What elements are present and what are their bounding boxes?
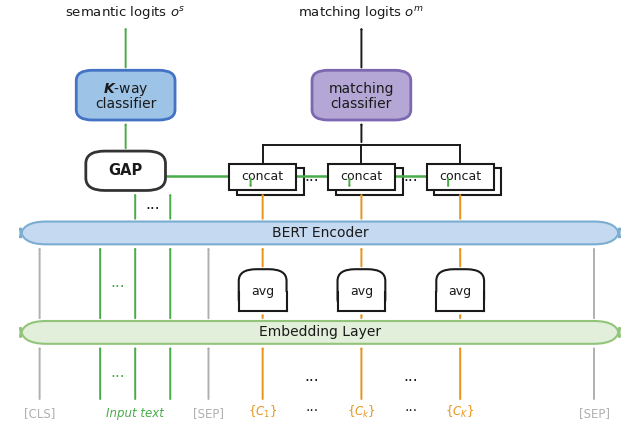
FancyBboxPatch shape [20,222,620,245]
Text: ...: ... [404,400,417,414]
Text: matching: matching [329,82,394,96]
Text: BERT Encoder: BERT Encoder [272,226,368,240]
Text: $\{C_k\}$: $\{C_k\}$ [347,404,376,420]
Text: Embedding Layer: Embedding Layer [259,325,381,340]
Text: avg: avg [251,285,274,299]
Text: [SEP]: [SEP] [579,407,609,420]
Text: ...: ... [110,366,125,380]
Text: ...: ... [403,170,418,184]
Text: ...: ... [305,170,319,184]
Text: $\{C_K\}$: $\{C_K\}$ [445,404,475,420]
Text: [SEP]: [SEP] [193,407,224,420]
FancyBboxPatch shape [436,292,484,311]
FancyBboxPatch shape [20,321,620,344]
Text: matching logits $o^m$: matching logits $o^m$ [298,3,424,20]
Text: ...: ... [305,400,319,414]
FancyBboxPatch shape [76,70,175,120]
Text: avg: avg [449,285,472,299]
FancyBboxPatch shape [229,164,296,190]
Text: ...: ... [145,198,160,213]
FancyBboxPatch shape [312,70,411,120]
Text: ...: ... [110,275,125,290]
FancyBboxPatch shape [239,269,287,311]
Text: semantic logits $o^s$: semantic logits $o^s$ [65,3,186,20]
FancyBboxPatch shape [427,164,493,190]
Text: ...: ... [305,369,319,384]
Text: ...: ... [403,369,418,384]
Text: Input text: Input text [106,407,164,420]
FancyBboxPatch shape [239,292,287,311]
Text: GAP: GAP [109,163,143,178]
FancyBboxPatch shape [335,169,403,196]
FancyBboxPatch shape [328,164,395,190]
Text: avg: avg [350,285,373,299]
Text: classifier: classifier [95,97,156,111]
Text: $\bfit{K}$-way: $\bfit{K}$-way [103,81,148,98]
FancyBboxPatch shape [237,169,304,196]
FancyBboxPatch shape [86,151,166,190]
Text: concat: concat [439,170,481,184]
Text: concat: concat [340,170,383,184]
Text: $\{C_1\}$: $\{C_1\}$ [248,404,277,420]
Text: concat: concat [241,170,284,184]
FancyBboxPatch shape [337,269,385,311]
Text: classifier: classifier [331,97,392,111]
FancyBboxPatch shape [436,269,484,311]
FancyBboxPatch shape [435,169,501,196]
Text: [CLS]: [CLS] [24,407,55,420]
FancyBboxPatch shape [337,292,385,311]
